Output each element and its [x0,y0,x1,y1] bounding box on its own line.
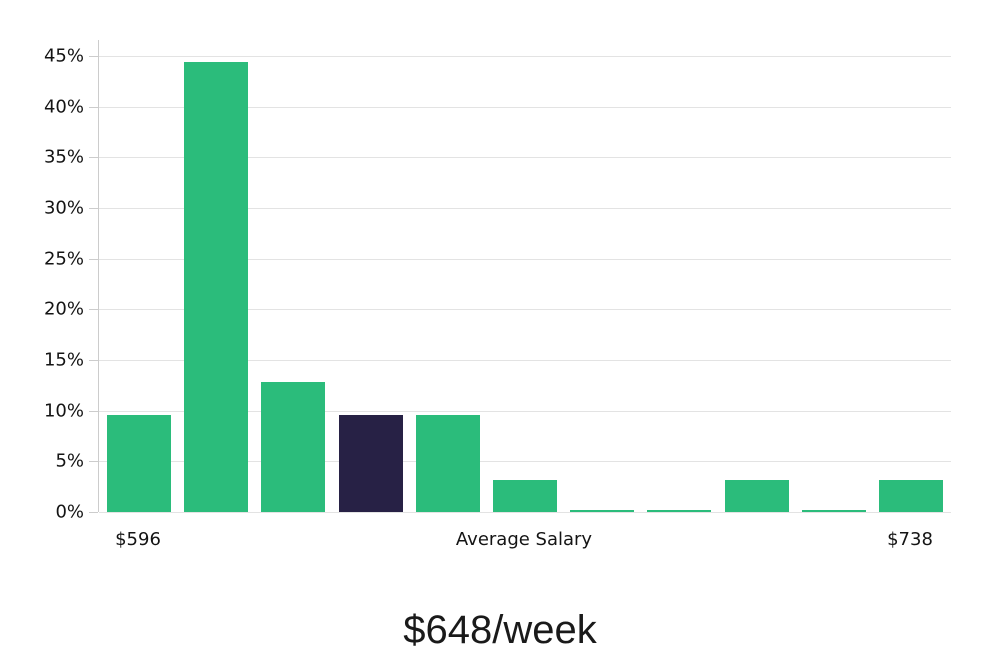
y-tick-mark [89,410,98,412]
gridline [99,360,951,362]
x-tick-label: $596 [115,529,161,550]
y-tick-label: 10% [43,400,84,422]
y-tick-mark [89,512,98,513]
y-tick-label: 25% [43,248,84,270]
gridline [99,106,951,108]
gridline [99,208,951,210]
plot-area [98,40,951,513]
bar [724,479,789,512]
gridline [99,309,951,311]
bar [107,414,171,512]
y-tick-mark [89,258,98,260]
bar [879,479,943,512]
x-tick-label: $738 [887,529,933,550]
bar [415,414,480,512]
y-tick-label: 45% [43,45,84,67]
gridline [99,56,951,58]
gridline [99,461,951,463]
y-tick-label: 15% [43,349,84,371]
x-axis-label: Average Salary [455,529,593,550]
bar-highlighted [338,414,403,512]
y-tick-mark [89,56,98,58]
y-tick-mark [89,208,98,210]
y-tick-mark [89,106,98,108]
y-tick-label: 35% [43,146,84,168]
y-tick-label: 40% [43,96,84,118]
y-tick-label: 0% [55,501,84,523]
bar [570,510,635,512]
bar [493,479,557,512]
y-tick-mark [89,157,98,159]
y-tick-mark [89,461,98,463]
chart-title: $648/week [403,608,597,652]
y-tick-label: 20% [43,298,84,320]
gridline [99,258,951,260]
gridline [99,410,951,412]
bar [261,382,326,512]
bar [647,510,712,512]
y-tick-label: 5% [55,450,84,472]
y-tick-label: 30% [43,197,84,219]
y-tick-mark [89,309,98,311]
gridline [99,157,951,159]
bar [801,510,866,512]
bar [184,62,249,512]
y-tick-mark [89,360,98,362]
gridline [99,512,951,513]
